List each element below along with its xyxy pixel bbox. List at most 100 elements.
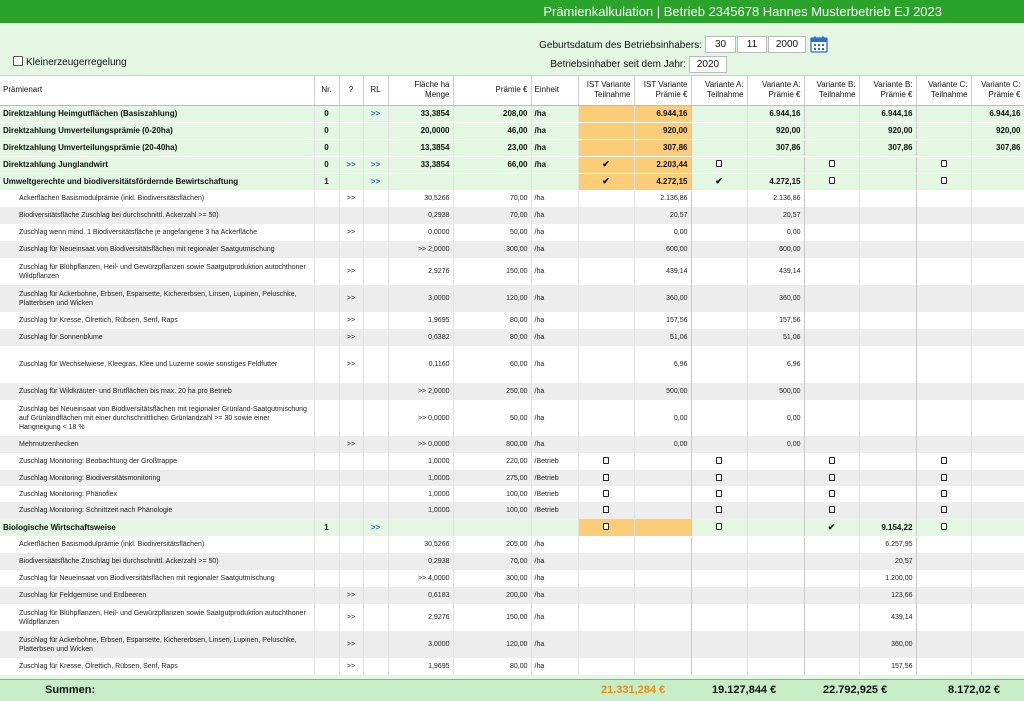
cell-q[interactable]: >> bbox=[339, 312, 364, 329]
cell-a_t[interactable] bbox=[691, 156, 748, 174]
cell-ist_t[interactable] bbox=[578, 470, 635, 486]
participation-checkbox[interactable] bbox=[940, 473, 947, 481]
table-row[interactable]: Ackerflächen Basismodulprämie (inkl. Bio… bbox=[0, 190, 1024, 207]
participation-checkbox[interactable] bbox=[603, 489, 609, 497]
section-row[interactable]: Direktzahlung Heimgutflächen (Basiszahlu… bbox=[0, 105, 1024, 123]
participation-checkbox[interactable] bbox=[828, 489, 835, 497]
participation-checkbox[interactable] bbox=[603, 506, 609, 513]
cell-b_t[interactable] bbox=[804, 470, 860, 486]
cell-b_t[interactable] bbox=[804, 156, 860, 174]
cell-c_t[interactable] bbox=[916, 486, 972, 502]
col-header-c-teilnahme[interactable]: Variante C: Teilnahme bbox=[916, 76, 972, 106]
cell-ist_t[interactable] bbox=[578, 519, 635, 537]
cell-a_t[interactable] bbox=[691, 470, 748, 486]
table-row[interactable]: Zuschlag für Feldgemüse und Erdbeeren >> 0… bbox=[0, 587, 1024, 604]
cell-q[interactable]: >> bbox=[339, 658, 364, 675]
check-icon[interactable]: ✔ bbox=[602, 159, 610, 169]
cell-c_t[interactable] bbox=[916, 502, 972, 519]
participation-checkbox[interactable] bbox=[828, 160, 835, 167]
participation-checkbox[interactable] bbox=[603, 457, 609, 464]
participation-checkbox[interactable] bbox=[716, 473, 722, 481]
cell-c_t[interactable] bbox=[916, 453, 972, 470]
table-row[interactable]: Zuschlag für Neueinsaat von Biodiversitä… bbox=[0, 570, 1024, 587]
table-row[interactable]: Zuschlag bei Neueinsaat von Biodiversitä… bbox=[0, 400, 1024, 436]
participation-checkbox[interactable] bbox=[940, 160, 947, 167]
col-header-nr[interactable]: Nr. bbox=[314, 76, 340, 106]
section-row[interactable]: Umweltgerechte und biodiversitätsfördern… bbox=[0, 173, 1024, 191]
cell-ist_t[interactable]: ✔ bbox=[578, 156, 635, 174]
table-row[interactable]: Zuschlag für Kresse, Ölrettich, Rübsen, … bbox=[0, 658, 1024, 675]
table-row[interactable]: Zuschlag für Blühpflanzen, Heil- und Gew… bbox=[0, 604, 1024, 631]
cell-c_t[interactable] bbox=[916, 173, 972, 191]
cell-q[interactable]: >> bbox=[339, 258, 364, 285]
participation-checkbox[interactable] bbox=[828, 177, 835, 184]
cell-ist_t[interactable] bbox=[578, 453, 635, 470]
table-row[interactable]: Zuschlag für Wildkräuter- und Brutfläche… bbox=[0, 383, 1024, 400]
col-header-b-teilnahme[interactable]: Variante B: Teilnahme bbox=[804, 76, 860, 106]
table-row[interactable]: Zuschlag Monitoring: Beobachtung der Gro… bbox=[0, 453, 1024, 470]
cell-q[interactable]: >> bbox=[339, 604, 364, 631]
section-row[interactable]: Direktzahlung Junglandwirt 0 >> >> 33,3854 66… bbox=[0, 156, 1024, 174]
col-header-rl[interactable]: RL bbox=[363, 76, 389, 106]
cell-q[interactable]: >> bbox=[339, 587, 364, 604]
cell-a_t[interactable] bbox=[691, 453, 748, 470]
cell-c_t[interactable] bbox=[916, 156, 972, 174]
cell-c_t[interactable] bbox=[916, 519, 972, 537]
birth-day-field[interactable]: 30 bbox=[705, 36, 736, 53]
participation-checkbox[interactable] bbox=[828, 506, 835, 513]
participation-checkbox[interactable] bbox=[940, 522, 947, 530]
table-row[interactable]: Zuschlag wenn mind. 1 Biodiversitätsfläc… bbox=[0, 224, 1024, 241]
table-row[interactable]: Zuschlag Monitoring: Biodiversitätsmonit… bbox=[0, 470, 1024, 486]
participation-checkbox[interactable] bbox=[828, 457, 835, 464]
cell-ist_t[interactable]: ✔ bbox=[578, 173, 635, 191]
participation-checkbox[interactable] bbox=[716, 160, 722, 167]
col-header-ist-teilnahme[interactable]: IST Variante Teilnahme bbox=[578, 76, 635, 106]
cell-a_t[interactable] bbox=[691, 502, 748, 519]
check-icon[interactable]: ✔ bbox=[602, 176, 610, 186]
cell-fl[interactable]: >> 4,0000 bbox=[388, 570, 454, 587]
holder-since-field[interactable]: 2020 bbox=[689, 56, 727, 73]
calendar-icon[interactable] bbox=[810, 36, 828, 53]
cell-ist_t[interactable] bbox=[578, 486, 635, 502]
participation-checkbox[interactable] bbox=[716, 457, 722, 464]
table-row[interactable]: Biodiversitätsfläche Zuschlag bei durchs… bbox=[0, 207, 1024, 224]
table-row[interactable]: Zuschlag für Ackerbohne, Erbsen, Esparse… bbox=[0, 285, 1024, 312]
cell-a_t[interactable] bbox=[691, 519, 748, 537]
table-row[interactable]: Zuschlag für Sonnenblume >> 0,6382 80,00/ha… bbox=[0, 329, 1024, 346]
checkbox-box[interactable] bbox=[13, 56, 23, 66]
cell-fl[interactable]: >> 2,0000 bbox=[388, 241, 454, 258]
cell-b_t[interactable] bbox=[804, 453, 860, 470]
col-header-c-praemie[interactable]: Variante C: Prämie € bbox=[971, 76, 1024, 106]
participation-checkbox[interactable] bbox=[603, 522, 609, 530]
participation-checkbox[interactable] bbox=[603, 473, 609, 481]
cell-a_t[interactable] bbox=[691, 486, 748, 502]
cell-c_t[interactable] bbox=[916, 470, 972, 486]
col-header-flaeche[interactable]: Fläche ha Menge bbox=[388, 76, 454, 106]
participation-checkbox[interactable] bbox=[716, 506, 722, 513]
cell-q[interactable]: >> bbox=[339, 436, 364, 453]
cell-q[interactable]: >> bbox=[339, 631, 364, 658]
cell-q[interactable]: >> bbox=[339, 190, 364, 207]
check-icon[interactable]: ✔ bbox=[827, 521, 836, 532]
cell-rl[interactable]: >> bbox=[363, 519, 389, 537]
table-row[interactable]: Zuschlag für Ackerbohne, Erbsen, Esparse… bbox=[0, 631, 1024, 658]
cell-q[interactable]: >> bbox=[339, 329, 364, 346]
table-row[interactable]: Biodiversitätsfläche Zuschlag bei durchs… bbox=[0, 553, 1024, 570]
section-row[interactable]: Direktzahlung Umverteilungsprämie (20-40… bbox=[0, 139, 1024, 157]
cell-q[interactable]: >> bbox=[339, 285, 364, 312]
table-row[interactable]: Zuschlag für Blühpflanzen, Heil- und Gew… bbox=[0, 258, 1024, 285]
table-row[interactable]: Zuschlag Monitoring: Phänoflex 1,0000 100,… bbox=[0, 486, 1024, 502]
cell-fl[interactable]: >> 0,0000 bbox=[388, 400, 454, 436]
table-row[interactable]: Ackerflächen Basismodulprämie (inkl. Bio… bbox=[0, 536, 1024, 553]
col-header-a-teilnahme[interactable]: Variante A: Teilnahme bbox=[691, 76, 748, 106]
cell-b_t[interactable]: ✔ bbox=[804, 519, 860, 537]
participation-checkbox[interactable] bbox=[716, 489, 722, 497]
participation-checkbox[interactable] bbox=[940, 177, 947, 184]
table-row[interactable]: Zuschlag für Wechselwiese, Kleegras, Kle… bbox=[0, 346, 1024, 383]
col-header-b-praemie[interactable]: Variante B: Prämie € bbox=[859, 76, 917, 106]
section-row[interactable]: Direktzahlung Umverteilungsprämie (0-20h… bbox=[0, 122, 1024, 140]
cell-rl[interactable]: >> bbox=[363, 156, 389, 174]
col-header-ist-praemie[interactable]: IST Variante Prämie € bbox=[634, 76, 692, 106]
cell-ist_t[interactable] bbox=[578, 502, 635, 519]
col-header-a-praemie[interactable]: Variante A: Prämie € bbox=[747, 76, 805, 106]
